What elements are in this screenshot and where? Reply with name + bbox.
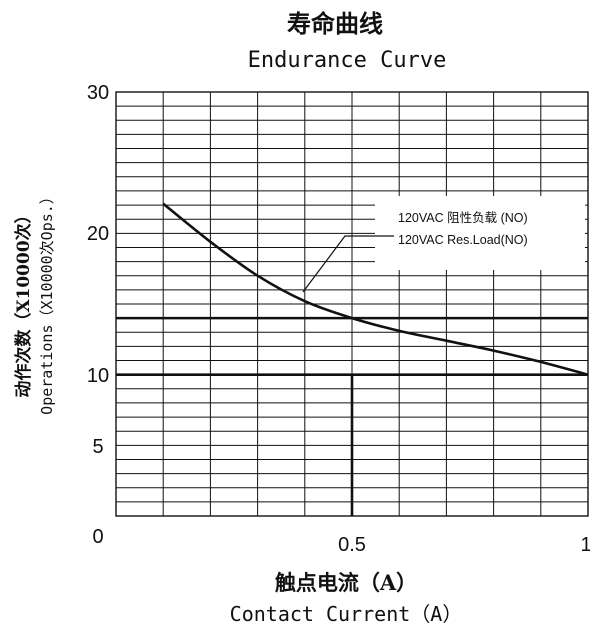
y-tick-5: 5 <box>92 436 103 458</box>
y-tick-20: 20 <box>87 223 109 245</box>
legend-label-cn: 120VAC 阻性负载 (NO) <box>398 211 528 225</box>
y-axis-label-en: Operations（X10000次Ops.） <box>38 189 56 415</box>
chart-subtitle: Endurance Curve <box>248 48 447 73</box>
series-line-120vac-res-load <box>162 202 589 376</box>
legend-label-en: 120VAC Res.Load(NO) <box>398 233 528 247</box>
x-tick-0: 0 <box>92 526 103 548</box>
plot-frame <box>115 91 589 517</box>
x-tick-1: 1 <box>580 534 590 556</box>
y-tick-10: 10 <box>87 365 109 387</box>
legend-box <box>375 196 585 270</box>
grid-vertical <box>162 92 542 516</box>
legend-leader-line <box>302 235 394 293</box>
x-tick-0-5: 0.5 <box>338 534 366 556</box>
y-tick-30: 30 <box>87 82 109 104</box>
x-axis-label-en: Contact Current（A） <box>230 602 463 626</box>
y-axis-label-cn: 动作次数（X10000次） <box>13 206 34 397</box>
chart-title: 寿命曲线 <box>287 9 383 38</box>
x-axis-label-cn: 触点电流（A） <box>275 570 417 595</box>
